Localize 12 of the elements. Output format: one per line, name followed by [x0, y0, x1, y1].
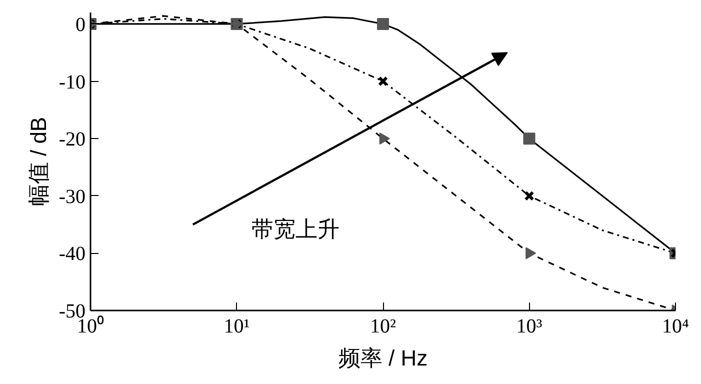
- y-tick-label: -20: [58, 128, 86, 151]
- x-tick-label: 10³: [516, 316, 542, 338]
- y-axis-title: 幅值 / dB: [26, 116, 51, 206]
- x-tick-label: 10²: [370, 316, 396, 338]
- y-tick-label: 0: [76, 14, 86, 36]
- x-axis-title: 频率 / Hz: [338, 346, 428, 370]
- y-tick-label: -10: [58, 71, 86, 94]
- x-tick-label: 10⁴: [662, 316, 690, 338]
- y-tick-label: -30: [58, 186, 86, 208]
- y-tick-label: -40: [58, 243, 86, 266]
- annotation: 带宽上升: [251, 216, 340, 242]
- x-tick-label: 10¹: [224, 316, 250, 338]
